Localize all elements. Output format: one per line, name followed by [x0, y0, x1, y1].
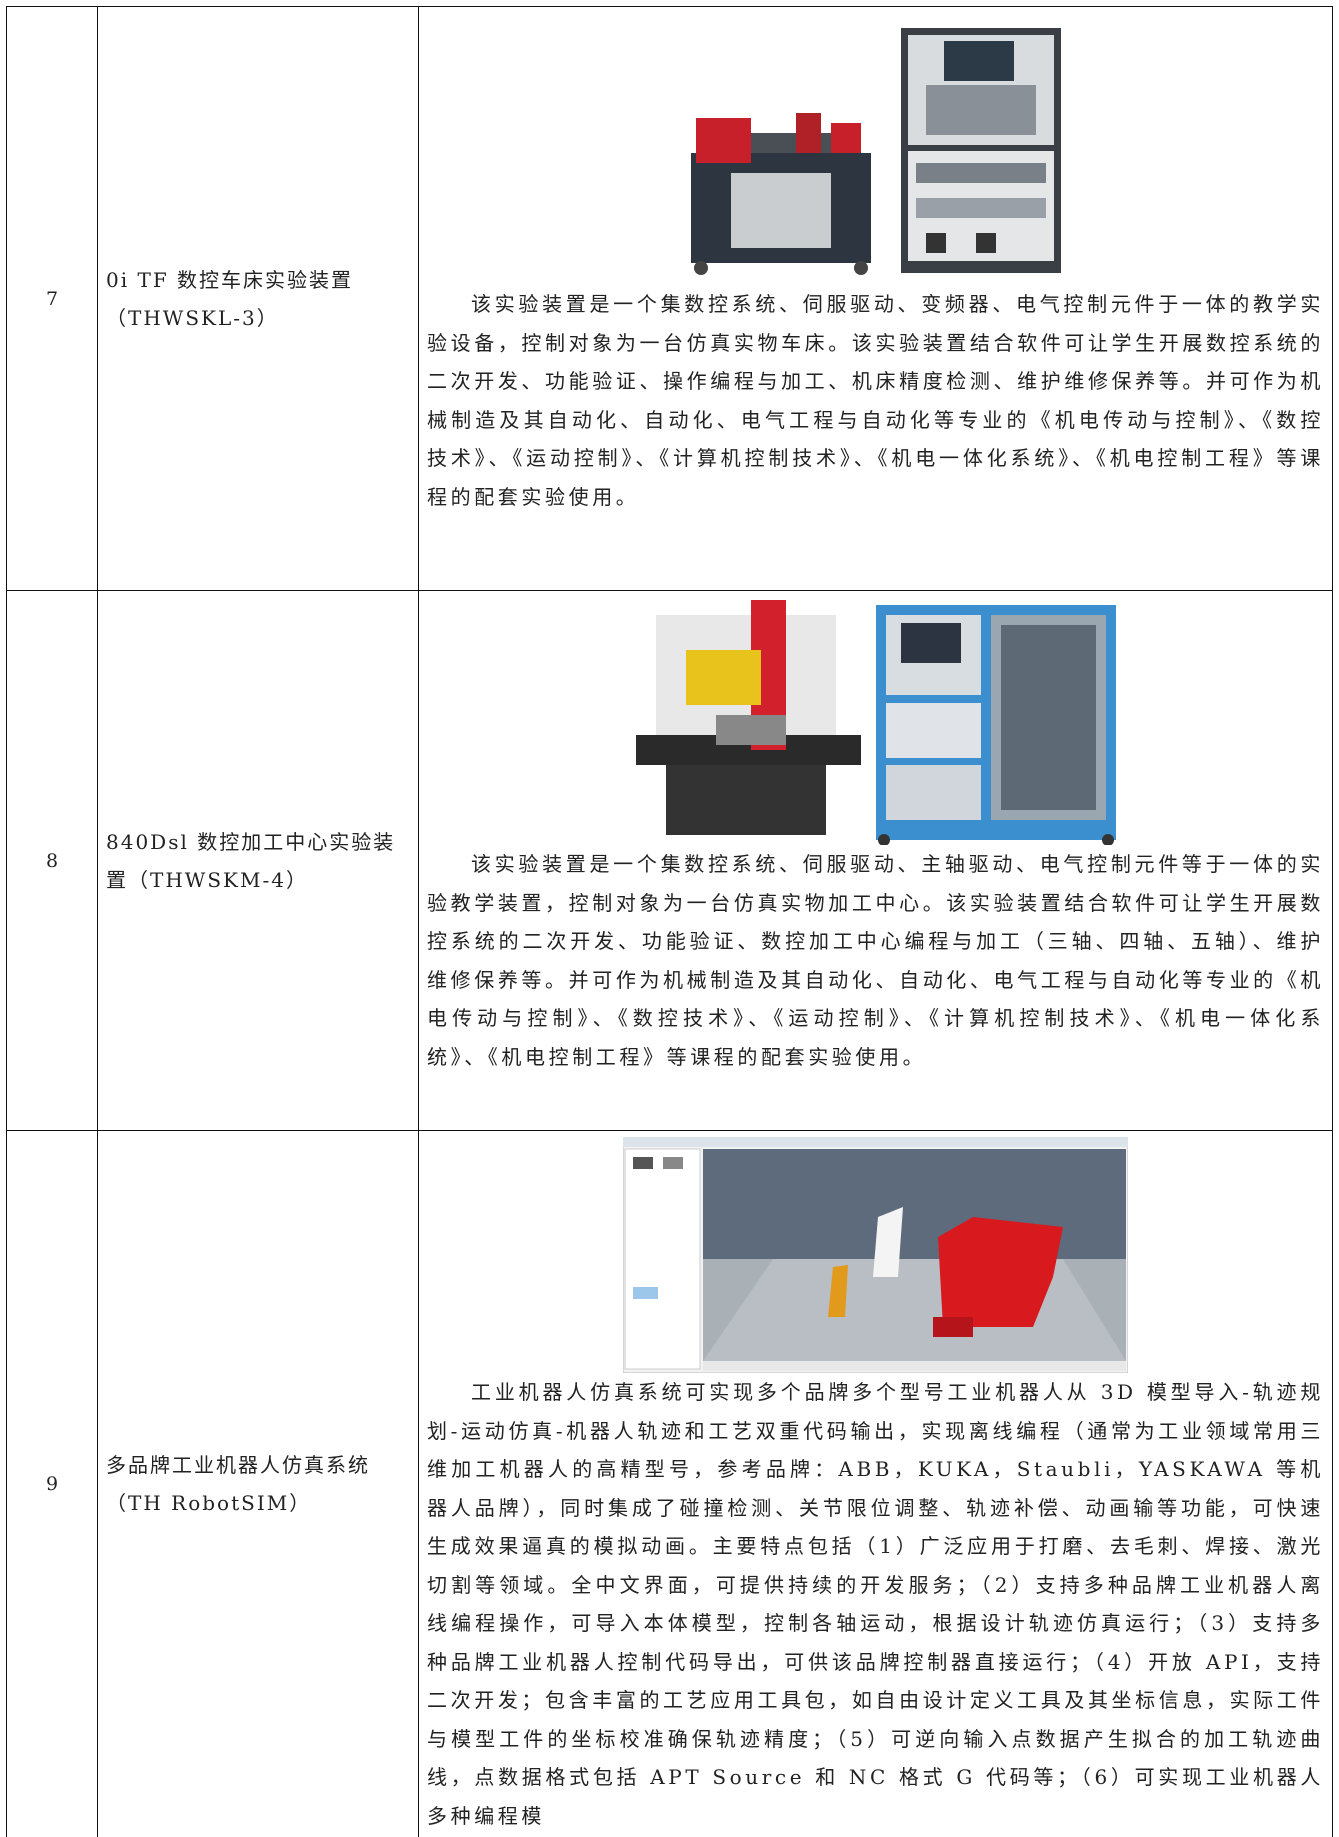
description-text: 该实验装置是一个集数控系统、伺服驱动、变频器、电气控制元件于一体的教学实验设备，…	[427, 292, 1324, 509]
product-photo	[635, 600, 1116, 845]
name-line: （THWSKL-3）	[106, 306, 279, 330]
row-number: 7	[7, 7, 98, 591]
table-row: 7 0i TF 数控车床实验装置 （THWSKL-3） 该实验装置是一个集数控系…	[6, 6, 1333, 591]
product-name: 0i TF 数控车床实验装置 （THWSKL-3）	[98, 7, 419, 591]
name-line: 多品牌工业机器人仿真系统	[106, 1453, 370, 1477]
description-text: 工业机器人仿真系统可实现多个品牌多个型号工业机器人从 3D 模型导入-轨迹规划-…	[427, 1380, 1324, 1828]
product-name: 多品牌工业机器人仿真系统 （TH RobotSIM）	[98, 1131, 419, 1837]
name-line: 置（THWSKM-4）	[106, 868, 308, 892]
description-cell: 该实验装置是一个集数控系统、伺服驱动、变频器、电气控制元件于一体的教学实验设备，…	[419, 7, 1332, 591]
description-cell: 工业机器人仿真系统可实现多个品牌多个型号工业机器人从 3D 模型导入-轨迹规划-…	[419, 1131, 1332, 1837]
product-photo	[690, 28, 1061, 275]
name-line: （TH RobotSIM）	[106, 1491, 312, 1515]
row-number: 8	[7, 591, 98, 1131]
product-name: 840Dsl 数控加工中心实验装 置（THWSKM-4）	[98, 591, 419, 1131]
description-text: 该实验装置是一个集数控系统、伺服驱动、主轴驱动、电气控制元件等于一体的实验教学装…	[427, 852, 1324, 1069]
software-screenshot	[623, 1137, 1128, 1373]
row-number: 9	[7, 1131, 98, 1837]
table-row: 9 多品牌工业机器人仿真系统 （TH RobotSIM） 工业机器人仿真系统可实…	[6, 1130, 1333, 1837]
description-cell: 该实验装置是一个集数控系统、伺服驱动、主轴驱动、电气控制元件等于一体的实验教学装…	[419, 591, 1332, 1131]
name-line: 840Dsl 数控加工中心实验装	[106, 830, 396, 854]
table-row: 8 840Dsl 数控加工中心实验装 置（THWSKM-4） 该实验装置是一个集…	[6, 590, 1333, 1131]
name-line: 0i TF 数控车床实验装置	[106, 268, 354, 292]
